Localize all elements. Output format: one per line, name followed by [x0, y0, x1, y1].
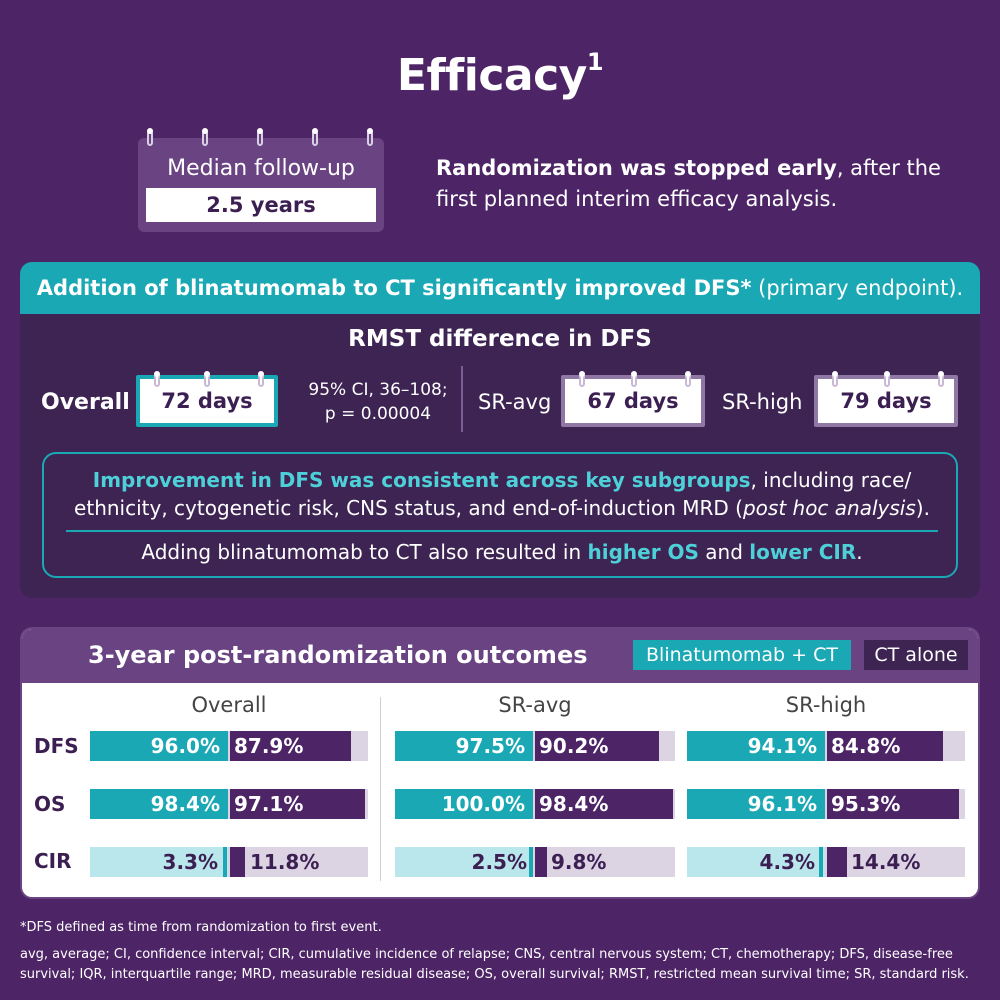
dfs-sravg-ct-value: 90.2%: [539, 734, 609, 758]
followup-label: Median follow-up: [167, 156, 355, 181]
outcomes-header: 3-year post-randomization outcomes Blina…: [22, 629, 978, 683]
cir-sravg-blin-bar: 2.5%: [395, 847, 533, 877]
confidence-interval: 95% CI, 36–108; p = 0.00004: [308, 380, 448, 424]
divider: [461, 366, 463, 432]
dfs-srhigh-blin-value: 94.1%: [747, 734, 817, 758]
os-sravg-ct-value: 98.4%: [539, 792, 609, 816]
calendar-ring-icon: [832, 371, 838, 387]
overall-label: Overall: [41, 390, 130, 415]
calendar-ring-icon: [202, 128, 208, 146]
os-sravg-bar: 100.0% 98.4%: [395, 789, 675, 819]
os-overall-blin-value: 98.4%: [150, 792, 220, 816]
page-title: Efficacy1: [396, 48, 604, 101]
dfs-overall-ct-value: 87.9%: [234, 734, 304, 758]
legend-ct-alone: CT alone: [864, 640, 968, 670]
calendar-ring-icon: [147, 128, 153, 146]
calendar-ring-icon: [938, 371, 944, 387]
column-separator: [380, 697, 381, 881]
followup-value: 2.5 years: [146, 188, 376, 222]
calendar-ring-icon: [257, 128, 263, 146]
cir-overall-ct-bar: 11.8%: [228, 847, 368, 877]
legend-blinatumomab: Blinatumomab + CT: [633, 640, 851, 670]
calendar-ring-icon: [631, 371, 637, 387]
calendar-ring-icon: [258, 371, 264, 387]
cir-overall-ct-value: 11.8%: [250, 850, 320, 874]
row-label-dfs: DFS: [34, 734, 79, 758]
sravg-label: SR-avg: [478, 390, 552, 414]
cir-srhigh-ct-bar: 14.4%: [825, 847, 965, 877]
dfs-srhigh-ct-value: 84.8%: [831, 734, 901, 758]
subgroup-consistency-text: Improvement in DFS was consistent across…: [74, 468, 930, 520]
rmst-title: RMST difference in DFS: [348, 326, 652, 352]
dfs-overall-blin-value: 96.0%: [150, 734, 220, 758]
footnote-abbreviations: avg, average; CI, confidence interval; C…: [20, 947, 969, 982]
overall-rmst-value: 72 days: [136, 371, 278, 427]
dfs-sravg-bar: 97.5% 90.2%: [395, 731, 675, 761]
srhigh-rmst-value: 79 days: [814, 371, 958, 427]
followup-calendar-card: Median follow-up 2.5 years: [138, 128, 384, 232]
cir-srhigh-ct-value: 14.4%: [851, 850, 921, 874]
sravg-rmst-value: 67 days: [561, 371, 705, 427]
cir-srhigh-blin-bar: 4.3%: [687, 847, 825, 877]
divider: [66, 530, 938, 532]
footnote-dfs-definition: *DFS defined as time from randomization …: [20, 920, 382, 935]
dfs-panel-header: Addition of blinatumomab to CT significa…: [20, 262, 980, 314]
os-sravg-blin-value: 100.0%: [441, 792, 525, 816]
column-header-overall: Overall: [191, 693, 267, 717]
dfs-srhigh-bar: 94.1% 84.8%: [687, 731, 965, 761]
column-header-sravg: SR-avg: [498, 693, 572, 717]
os-srhigh-blin-value: 96.1%: [747, 792, 817, 816]
subgroup-findings-box: Improvement in DFS was consistent across…: [42, 452, 958, 578]
outcomes-panel: 3-year post-randomization outcomes Blina…: [20, 627, 980, 899]
calendar-ring-icon: [367, 128, 373, 146]
os-cir-text: Adding blinatumomab to CT also resulted …: [141, 540, 863, 564]
srhigh-label: SR-high: [722, 390, 803, 414]
column-header-srhigh: SR-high: [785, 693, 867, 717]
title-superscript: 1: [586, 48, 604, 77]
dfs-overall-bar: 96.0% 87.9%: [90, 731, 368, 761]
dfs-panel: Addition of blinatumomab to CT significa…: [20, 262, 980, 598]
dfs-sravg-blin-value: 97.5%: [455, 734, 525, 758]
randomization-note: Randomization was stopped early, after t…: [436, 156, 941, 211]
cir-sravg-ct-bar: 9.8%: [533, 847, 675, 877]
calendar-ring-icon: [204, 371, 210, 387]
outcomes-title: 3-year post-randomization outcomes: [88, 641, 588, 669]
calendar-ring-icon: [685, 371, 691, 387]
os-overall-bar: 98.4% 97.1%: [90, 789, 368, 819]
calendar-ring-icon: [579, 371, 585, 387]
calendar-ring-icon: [312, 128, 318, 146]
cir-sravg-ct-value: 9.8%: [551, 850, 607, 874]
cir-srhigh-blin-value: 4.3%: [759, 850, 815, 874]
os-overall-ct-value: 97.1%: [234, 792, 304, 816]
calendar-ring-icon: [154, 371, 160, 387]
os-srhigh-ct-value: 95.3%: [831, 792, 901, 816]
row-label-os: OS: [34, 792, 66, 816]
cir-overall-blin-bar: 3.3%: [90, 847, 228, 877]
cir-sravg-blin-value: 2.5%: [471, 850, 527, 874]
row-label-cir: CIR: [34, 849, 72, 873]
calendar-ring-icon: [884, 371, 890, 387]
os-srhigh-bar: 96.1% 95.3%: [687, 789, 965, 819]
cir-overall-blin-value: 3.3%: [162, 850, 218, 874]
